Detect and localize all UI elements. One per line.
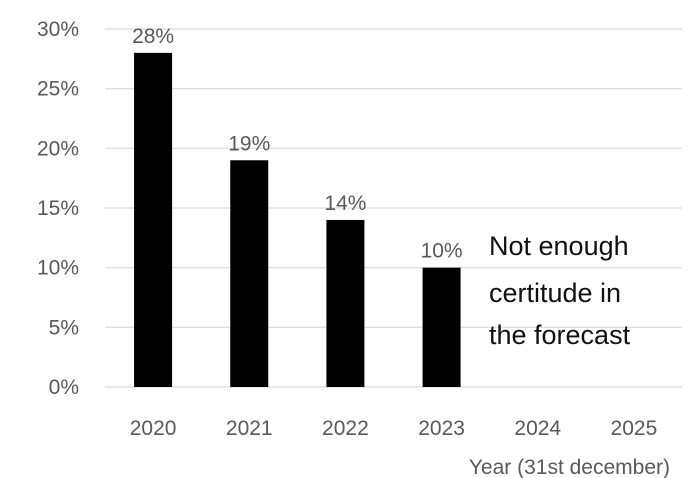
y-tick-label: 0% xyxy=(49,376,79,399)
bar-2023 xyxy=(422,267,461,387)
gridlines xyxy=(105,28,682,388)
x-tick-label: 2021 xyxy=(226,417,273,440)
bar-2021 xyxy=(230,160,269,387)
annotation-line: the forecast xyxy=(489,320,631,350)
x-axis-tick-labels: 2020 2021 2022 2023 2024 2025 xyxy=(130,417,658,440)
bars xyxy=(134,52,461,387)
x-tick-label: 2023 xyxy=(418,417,465,440)
x-tick-label: 2022 xyxy=(322,417,369,440)
x-tick-label: 2024 xyxy=(514,417,561,440)
data-label-2020: 28% xyxy=(132,25,174,48)
data-label-2021: 19% xyxy=(228,132,270,155)
forecast-annotation: Not enough certitude in the forecast xyxy=(489,231,631,350)
y-tick-label: 25% xyxy=(37,78,79,101)
bar-2020 xyxy=(134,52,173,387)
y-tick-label: 15% xyxy=(37,197,79,220)
data-label-2023: 10% xyxy=(421,240,463,263)
y-tick-label: 20% xyxy=(37,137,79,160)
data-label-2022: 14% xyxy=(324,192,366,215)
y-tick-label: 10% xyxy=(37,257,79,280)
y-axis-tick-labels: 0% 5% 10% 15% 20% 25% 30% xyxy=(37,18,79,399)
x-tick-label: 2025 xyxy=(611,417,658,440)
annotation-line: certitude in xyxy=(489,278,621,308)
x-tick-label: 2020 xyxy=(130,417,177,440)
bar-2022 xyxy=(326,219,365,387)
annotation-line: Not enough xyxy=(489,231,629,261)
x-axis-title: Year (31st december) xyxy=(469,456,670,478)
data-labels: 28% 19% 14% 10% xyxy=(132,25,463,263)
y-tick-label: 5% xyxy=(49,316,79,339)
y-tick-label: 30% xyxy=(37,18,79,41)
